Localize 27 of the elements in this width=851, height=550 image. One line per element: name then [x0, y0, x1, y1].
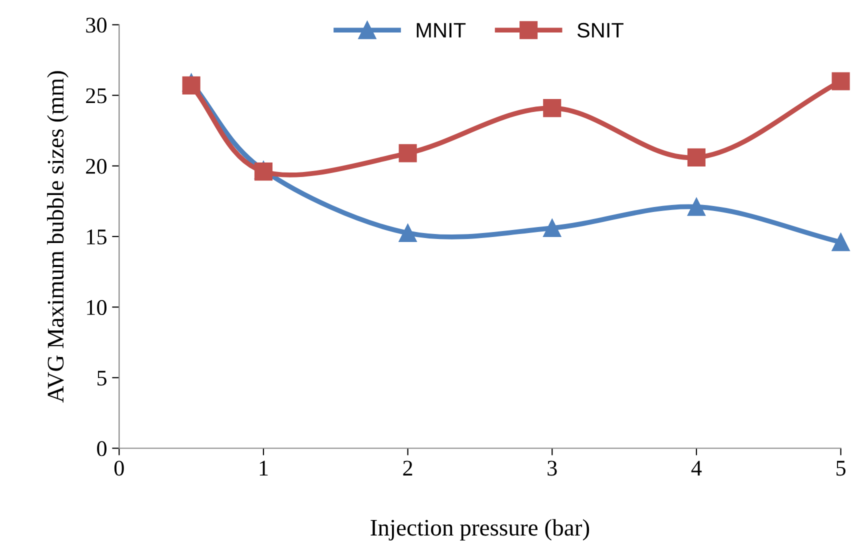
x-axis-title: Injection pressure (bar): [370, 519, 590, 541]
y-tick-label: 0: [97, 441, 106, 456]
y-tick-label: 30: [86, 18, 106, 33]
point: [687, 148, 706, 166]
y-tick-label: 25: [86, 88, 106, 104]
x-tick-label: 2: [403, 460, 412, 476]
point: [832, 233, 850, 252]
x-tick-label: 1: [260, 460, 268, 476]
x-tick-label: 0: [114, 460, 124, 476]
x-tick-label: 5: [836, 460, 846, 476]
point: [687, 198, 706, 216]
point: [254, 162, 272, 181]
y-tick-label: 15: [87, 230, 106, 244]
point: [543, 219, 562, 238]
x-tick-label: 3: [548, 460, 557, 476]
y-tick-label: 10: [87, 300, 106, 316]
y-axis-title: AVG Maximum bubble sizes (mm): [47, 71, 68, 403]
point: [832, 72, 850, 90]
point: [398, 144, 417, 162]
x-tick-label: 4: [691, 460, 702, 476]
legend-label: MNIT: [416, 23, 466, 38]
point: [398, 224, 417, 242]
legend-label: SNIT: [577, 22, 624, 38]
point: [543, 99, 562, 118]
point: [182, 76, 200, 94]
y-tick-label: 20: [86, 158, 106, 174]
y-tick-label: 5: [98, 370, 106, 386]
